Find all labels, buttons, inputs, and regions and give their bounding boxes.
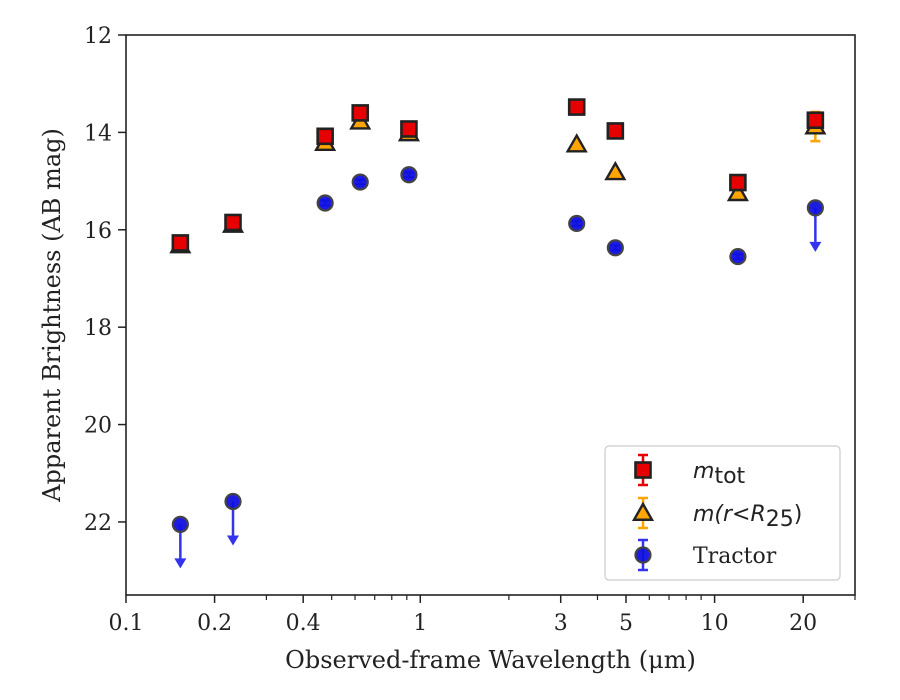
data-point-square [806,111,825,130]
data-point-circle [224,492,242,511]
y-tick-label: 16 [84,219,112,244]
x-axis-label: Observed-frame Wavelength (μm) [285,646,696,674]
data-point-square [400,120,418,138]
legend-marker-triangle [631,501,655,521]
y-tick-label: 12 [84,24,112,49]
x-tick-label: 0.1 [109,611,144,636]
y-tick-label: 22 [84,511,112,536]
y-tick-label: 14 [84,121,112,146]
legend-label: m(r<R25) [693,502,802,532]
data-point-circle [316,194,334,212]
data-point-square [729,173,747,192]
data-point-square [316,127,334,146]
plot-frame [125,34,856,596]
data-point-square [171,234,190,252]
plot-layer [169,98,827,569]
data-point-circle [568,214,586,233]
x-tick-label: 3 [554,611,568,636]
legend: mtot m(r<R25) Tractor [604,445,841,581]
ticks: 12 14 16 18 20 22 0.1 0.2 0.4 1 3 5 10 20 [84,24,856,636]
x-tick-label: 1 [413,611,427,636]
data-point-triangle [565,133,588,153]
data-point-circle [171,515,189,533]
data-point-triangle [726,181,749,202]
series-triangle [169,110,827,254]
data-point-square [567,98,586,116]
data-point-square [606,122,625,140]
legend-label: mtot [693,459,746,489]
upper-limit-arrowhead [809,241,822,252]
y-tick-label: 20 [84,414,112,439]
x-tick-label: 20 [789,611,817,636]
legend-marker-square [634,461,652,479]
data-point-circle [606,239,624,257]
data-point-circle [400,166,418,184]
data-point-square [351,104,370,122]
legend-marker-circle [634,546,652,564]
data-point-square [224,213,242,232]
series-square [171,98,825,252]
series-circle [171,166,824,569]
x-tick-label: 5 [619,611,633,636]
data-point-circle [806,199,824,217]
upper-limit-arrowhead [174,558,187,569]
legend-box [604,445,841,581]
data-point-triangle [604,160,627,181]
upper-limit-arrowhead [227,535,240,546]
axes-frame [125,34,856,596]
x-tick-label: 0.4 [286,611,321,636]
data-point-circle [729,247,747,266]
legend-label: Tractor [693,544,777,569]
y-axis-label: Apparent Brightness (AB mag) [38,128,66,503]
data-point-circle [351,173,369,191]
x-tick-label: 0.2 [197,611,232,636]
y-tick-label: 18 [84,316,112,341]
x-tick-label: 10 [701,611,729,636]
